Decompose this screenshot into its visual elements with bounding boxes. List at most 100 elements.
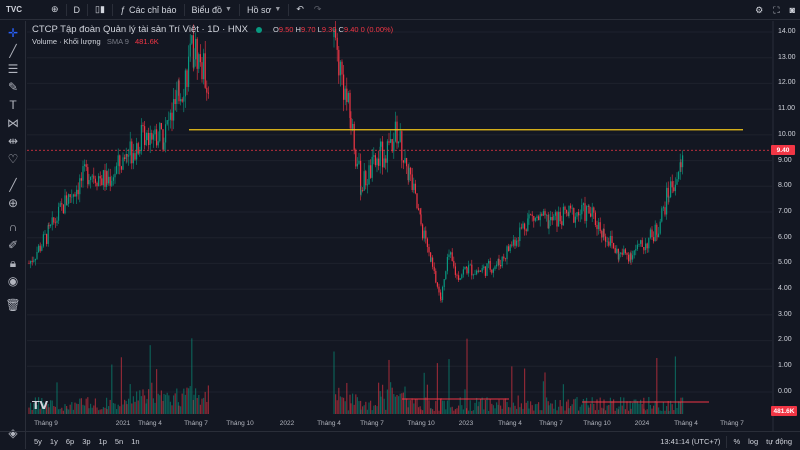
candle-body	[588, 206, 590, 214]
volume-bar	[630, 408, 632, 414]
volume-bar	[99, 409, 101, 414]
profile-button[interactable]: Hồ sơ ▼	[242, 0, 286, 20]
volume-bar	[201, 398, 203, 414]
candle-body	[480, 271, 482, 272]
symbol-title: CTCP Tập đoàn Quản lý tài sản Trí Việt ·…	[32, 24, 248, 35]
candle-body	[152, 134, 154, 140]
volume-bar	[129, 384, 131, 414]
range-button-1y[interactable]: 1y	[49, 436, 58, 446]
layers-icon[interactable]: ◈	[8, 426, 18, 440]
volume-bar	[453, 410, 455, 414]
camera-icon: ◙	[789, 5, 795, 15]
candle-body	[156, 129, 158, 146]
chart-canvas[interactable]	[27, 21, 800, 431]
price-scale-label: 12.00	[778, 79, 796, 87]
range-button-1p[interactable]: 1p	[98, 436, 107, 446]
candle-body	[635, 249, 637, 251]
volume-bar	[66, 408, 68, 414]
auto-toggle[interactable]: tự động	[766, 437, 792, 446]
volume-bar	[643, 397, 645, 414]
volume-bar	[48, 407, 50, 414]
clock[interactable]: 13:41:14 (UTC+7)	[660, 437, 721, 446]
candle-body	[154, 129, 156, 135]
candle-body	[38, 245, 40, 253]
volume-bar	[432, 409, 434, 414]
candle-body	[91, 175, 93, 177]
trash-icon[interactable]: 🗑︎	[5, 298, 21, 312]
candle-body	[344, 88, 346, 100]
candle-body	[461, 274, 463, 279]
range-button-3p[interactable]: 3p	[82, 436, 91, 446]
volume-bar	[567, 399, 569, 414]
candle-body	[527, 218, 529, 232]
indicators-button[interactable]: ƒ Các chỉ báo	[115, 0, 182, 20]
range-button-5y[interactable]: 5y	[34, 436, 42, 446]
range-button-1n[interactable]: 1n	[131, 436, 140, 446]
volume-bar	[584, 400, 586, 414]
candle-body	[474, 274, 476, 275]
candle-body	[667, 187, 669, 198]
bar-style-button[interactable]: ▯▮	[90, 0, 110, 20]
candle-body	[556, 212, 558, 227]
candle-body	[538, 216, 540, 221]
candle-body	[528, 214, 530, 219]
market-status-icon	[256, 26, 263, 33]
heart-icon[interactable]: ♡	[7, 152, 19, 166]
brush-icon[interactable]: ✎	[7, 80, 19, 94]
range-button-5n[interactable]: 5n	[114, 436, 124, 446]
interval-button[interactable]: D	[69, 0, 86, 20]
candle-body	[638, 243, 640, 245]
volume-bar	[370, 400, 372, 414]
text-icon[interactable]: T	[9, 98, 17, 112]
log-toggle[interactable]: log	[748, 437, 759, 446]
settings-button[interactable]: ⚙	[750, 0, 768, 20]
volume-bar	[445, 409, 447, 414]
range-button-6p[interactable]: 6p	[65, 436, 75, 446]
volume-bar	[458, 405, 460, 414]
volume-bar	[44, 407, 46, 414]
chart-type-button[interactable]: Biểu đồ ▼	[187, 0, 237, 20]
fib-icon[interactable]: ☰	[7, 62, 19, 76]
snapshot-button[interactable]: ◙	[785, 0, 800, 20]
tradingview-logo[interactable]: 𝗧𝗩	[32, 400, 49, 412]
candle-body	[46, 233, 48, 244]
undo-button[interactable]: ↶	[291, 0, 309, 20]
lock-drawings-icon[interactable]: ✐	[7, 238, 19, 252]
ruler-measure-icon[interactable]: ⇹	[7, 134, 19, 148]
candle-body	[469, 264, 471, 266]
candle-body	[508, 246, 510, 251]
eye-icon[interactable]: ◉	[7, 274, 19, 288]
volume-bar	[58, 409, 60, 414]
candle-body	[85, 164, 87, 168]
volume-bar	[550, 403, 552, 414]
volume-bar	[599, 397, 601, 414]
candle-body	[106, 171, 108, 184]
magnet-icon[interactable]: ∩	[8, 220, 18, 234]
add-symbol-button[interactable]: ⊕	[46, 0, 64, 20]
trend-line-icon[interactable]: ╱	[9, 44, 17, 58]
volume-bar	[590, 403, 592, 414]
candle-body	[598, 222, 600, 230]
price-chart[interactable]	[27, 21, 800, 431]
ruler-icon[interactable]: ╱	[9, 178, 17, 192]
volume-bar	[450, 407, 452, 414]
volume-bar	[106, 409, 108, 414]
ohlc-values: O9.50 H9.70 L9.30 C9.40 0 (0.00%)	[273, 25, 394, 34]
fullscreen-button[interactable]: ⛶	[768, 0, 784, 20]
volume-bar	[374, 405, 376, 414]
volume-bar	[551, 403, 553, 414]
profile-label: Hồ sơ	[246, 4, 272, 15]
volume-bar	[54, 406, 56, 414]
candle-body	[136, 143, 138, 160]
crosshair-icon[interactable]: ✛	[7, 26, 19, 40]
percent-toggle[interactable]: %	[733, 437, 741, 446]
volume-bar	[613, 399, 615, 414]
candle-body	[432, 257, 434, 267]
pattern-icon[interactable]: ⋈	[7, 116, 19, 130]
volume-bar	[624, 409, 626, 414]
lock-icon[interactable]: 🔒︎	[9, 255, 17, 270]
redo-button[interactable]: ↷	[309, 0, 327, 20]
fx-icon: ƒ	[119, 4, 125, 15]
zoom-icon[interactable]: ⊕	[7, 196, 19, 210]
candle-body	[468, 265, 470, 274]
